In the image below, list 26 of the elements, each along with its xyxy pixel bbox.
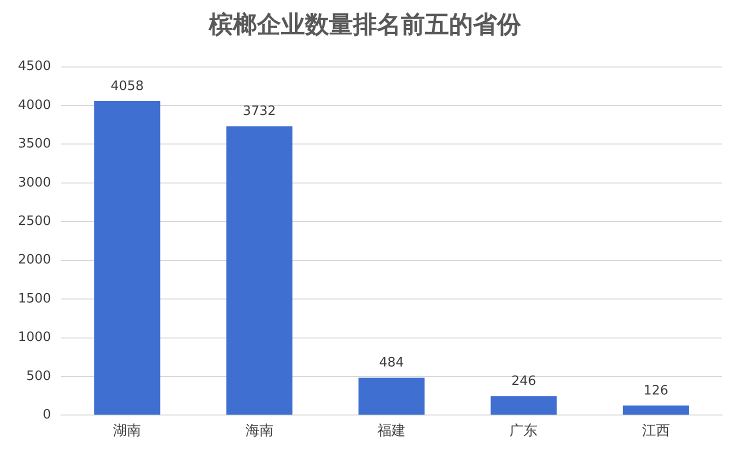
bar — [94, 101, 160, 415]
y-tick-label: 500 — [26, 368, 52, 384]
y-tick-label: 0 — [42, 408, 52, 423]
x-tick-label: 广东 — [510, 423, 538, 440]
y-tick-label: 3500 — [18, 136, 52, 152]
bar — [358, 378, 425, 415]
data-label: 4058 — [110, 78, 144, 94]
x-tick-label: 海南 — [245, 423, 274, 440]
x-tick-label: 湖南 — [113, 423, 142, 440]
x-tick-label: 江西 — [642, 423, 670, 440]
data-label: 126 — [643, 383, 668, 398]
y-tick-label: 4000 — [18, 98, 52, 113]
x-tick-label: 福建 — [378, 423, 406, 440]
y-tick-label: 2500 — [18, 214, 52, 230]
y-tick-label: 1000 — [18, 330, 52, 346]
y-tick-label: 3000 — [18, 175, 52, 190]
y-tick-label: 1500 — [18, 291, 52, 306]
data-label: 3732 — [242, 104, 276, 120]
bar — [622, 405, 689, 415]
data-label: 246 — [511, 374, 536, 390]
data-label: 484 — [379, 356, 404, 371]
y-tick-label: 2000 — [18, 252, 52, 268]
chart-title: 槟榔企业数量排名前五的省份 — [208, 10, 522, 39]
y-tick-label: 4500 — [18, 59, 52, 74]
bar — [490, 396, 557, 415]
bar — [226, 126, 292, 415]
